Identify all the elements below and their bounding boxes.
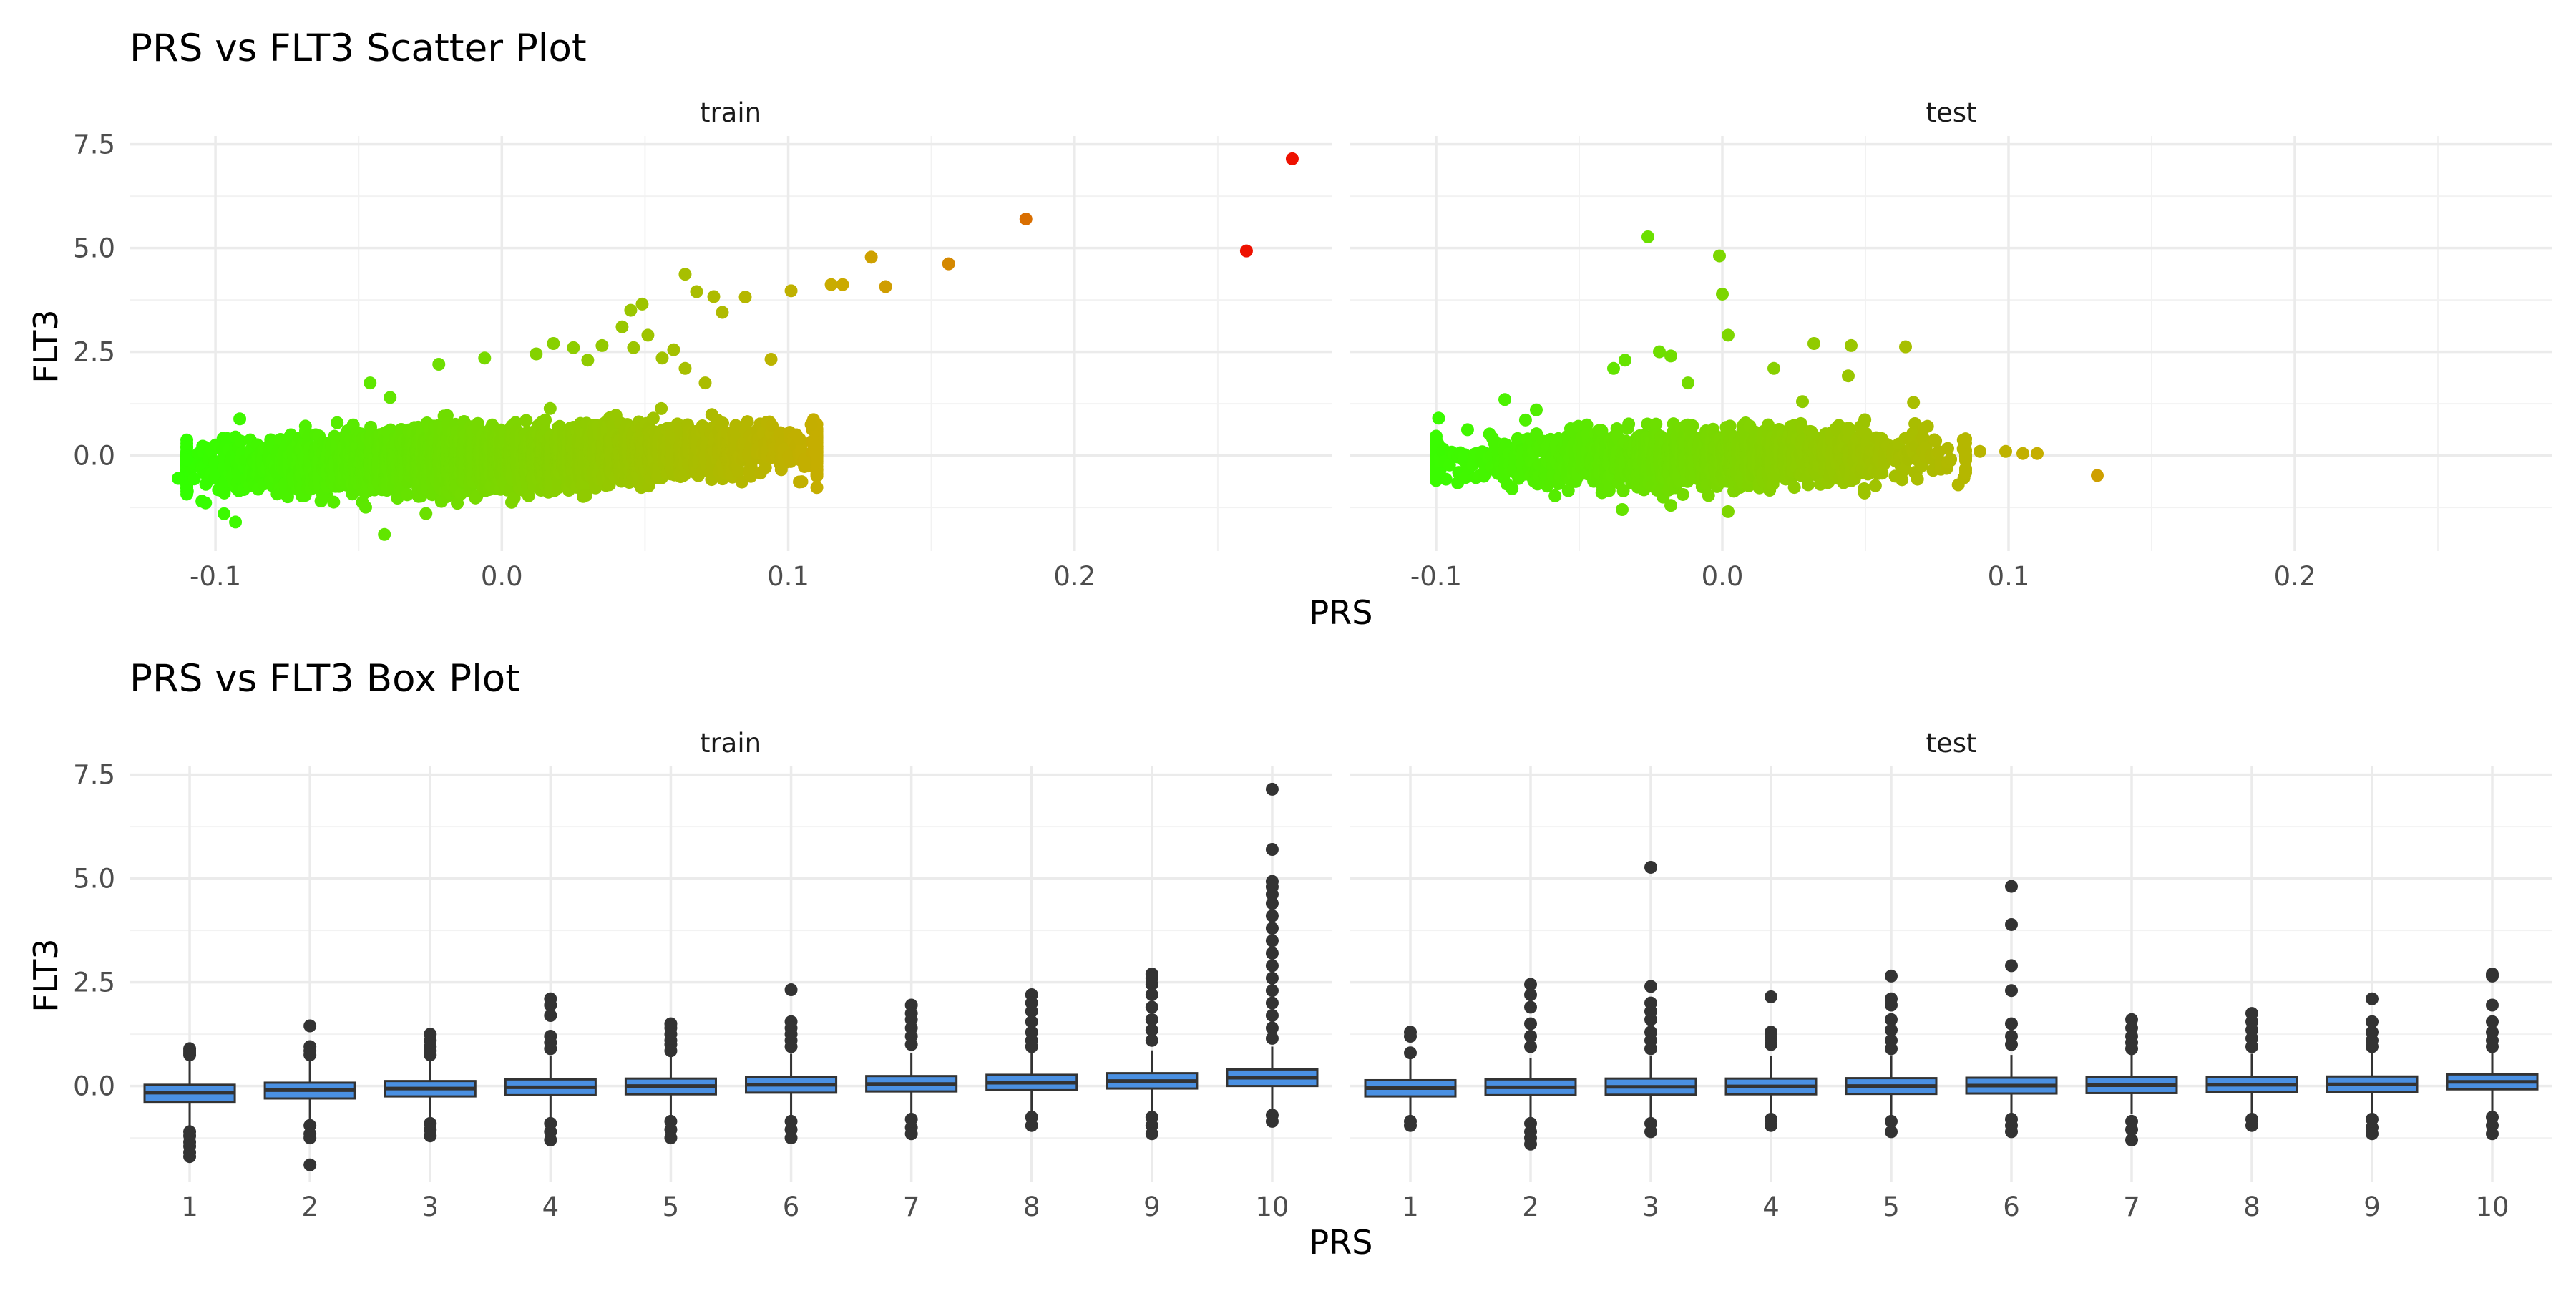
scatter-plot-title: PRS vs FLT3 Scatter Plot bbox=[130, 26, 587, 70]
scatter-panel-train: -0.1 0.0 0.1 0.2 0.0 2.5 5.0 7.5 bbox=[73, 130, 1332, 592]
y-tick-label: 5.0 bbox=[73, 233, 115, 264]
data-point bbox=[795, 475, 808, 488]
scatter-strip-test: test bbox=[1926, 97, 1976, 128]
data-point bbox=[539, 414, 552, 427]
scatter-x-axis-title: PRS bbox=[1309, 593, 1373, 632]
data-point bbox=[218, 487, 230, 500]
scatter-strip-train: train bbox=[700, 97, 761, 128]
scatter-y-axis-title: FLT3 bbox=[26, 309, 65, 383]
y-tick-label: 7.5 bbox=[73, 130, 115, 160]
y-tick-label: 2.5 bbox=[73, 337, 115, 368]
data-point bbox=[181, 485, 194, 498]
data-point bbox=[199, 497, 212, 510]
data-point bbox=[359, 501, 372, 514]
data-point bbox=[741, 415, 754, 428]
x-tick-label: 0.0 bbox=[481, 561, 523, 592]
data-point bbox=[655, 402, 668, 415]
data-point bbox=[327, 496, 340, 509]
x-tick-label: -0.1 bbox=[190, 561, 241, 592]
data-point bbox=[519, 414, 532, 427]
data-point bbox=[233, 412, 246, 425]
data-point bbox=[401, 488, 414, 501]
data-point bbox=[331, 416, 343, 429]
x-tick-label: 0.1 bbox=[767, 561, 809, 592]
data-point bbox=[544, 402, 557, 415]
data-point bbox=[419, 507, 432, 520]
y-tick-label: 0.0 bbox=[73, 441, 115, 472]
x-tick-label: 0.2 bbox=[1053, 561, 1096, 592]
